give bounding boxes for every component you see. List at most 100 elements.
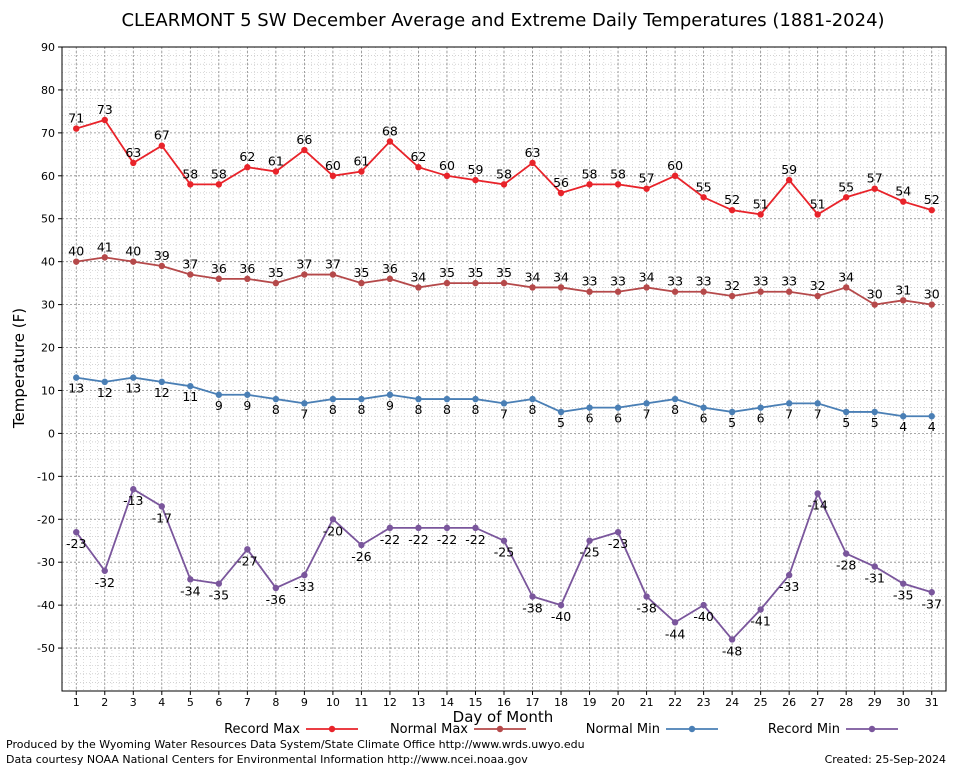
- x-tick-label: 24: [725, 696, 739, 709]
- data-point-record-max: [700, 194, 707, 201]
- legend: Record Max Normal Max Normal Min Record Min: [224, 722, 898, 737]
- data-label-normal-min: 8: [671, 402, 679, 417]
- data-label-normal-min: 8: [329, 402, 337, 417]
- data-point-record-min: [358, 541, 365, 549]
- data-point-record-max: [187, 181, 194, 188]
- data-label-normal-min: 12: [97, 385, 113, 400]
- data-label-normal-max: 31: [895, 282, 911, 297]
- data-label-record-min: -34: [180, 583, 200, 598]
- data-label-normal-max: 40: [68, 244, 84, 259]
- data-point-record-max: [272, 168, 280, 175]
- data-point-record-max: [557, 189, 565, 197]
- data-label-normal-min: 5: [871, 415, 879, 430]
- y-tick-label: 80: [41, 84, 55, 97]
- data-point-record-max: [73, 125, 80, 132]
- data-label-record-min: -35: [209, 588, 229, 603]
- data-point-record-max: [500, 181, 508, 188]
- data-label-record-max: 73: [97, 102, 113, 117]
- y-tick-label: 0: [48, 427, 55, 440]
- data-point-record-min: [700, 601, 707, 609]
- data-label-record-min: -20: [323, 523, 343, 538]
- footer-credit-line-1: Produced by the Wyoming Water Resources …: [6, 738, 585, 751]
- data-point-record-max: [358, 168, 365, 175]
- data-point-normal-max: [728, 292, 736, 300]
- data-label-record-max: 52: [724, 192, 740, 207]
- data-point-normal-max: [472, 279, 479, 287]
- x-tick-label: 9: [301, 696, 308, 709]
- data-label-record-max: 71: [68, 111, 84, 126]
- x-tick-label: 11: [354, 696, 368, 709]
- data-label-record-max: 61: [268, 154, 284, 169]
- data-point-normal-max: [443, 279, 451, 287]
- data-point-record-max: [814, 211, 821, 218]
- data-point-normal-max: [386, 275, 394, 283]
- data-point-normal-min: [301, 400, 308, 407]
- y-tick-label: 10: [41, 384, 55, 397]
- data-point-normal-min: [557, 408, 565, 416]
- data-point-record-min: [158, 503, 166, 510]
- data-label-normal-max: 35: [439, 265, 455, 280]
- data-label-record-max: 57: [639, 171, 655, 186]
- data-label-normal-max: 35: [268, 265, 284, 280]
- x-tick-label: 4: [158, 696, 165, 709]
- data-label-record-min: -31: [864, 570, 884, 585]
- data-label-normal-min: 9: [386, 398, 394, 413]
- data-label-record-min: -13: [123, 493, 143, 508]
- data-point-normal-min: [785, 400, 793, 407]
- x-tick-label: 20: [611, 696, 625, 709]
- data-point-record-min: [215, 580, 223, 587]
- data-point-normal-max: [358, 279, 365, 287]
- data-label-record-min: -35: [893, 588, 913, 603]
- data-point-normal-max: [557, 284, 565, 291]
- data-point-record-max: [158, 142, 166, 149]
- data-point-normal-min: [814, 400, 821, 407]
- y-tick-label: 70: [41, 127, 55, 140]
- data-label-normal-min: 12: [154, 385, 170, 400]
- data-label-record-min: -48: [722, 643, 742, 658]
- x-tick-label: 8: [272, 696, 279, 709]
- data-point-record-min: [842, 550, 850, 557]
- legend-label-record-max: Record Max: [224, 722, 300, 737]
- data-label-normal-max: 32: [810, 278, 826, 293]
- x-tick-label: 12: [383, 696, 397, 709]
- data-point-normal-min: [329, 395, 337, 403]
- data-point-record-min: [586, 537, 593, 544]
- data-point-normal-min: [158, 378, 166, 386]
- data-label-record-max: 51: [753, 196, 769, 211]
- data-label-record-min: -41: [750, 613, 770, 628]
- data-point-normal-max: [158, 262, 166, 270]
- data-point-record-max: [900, 198, 907, 205]
- data-label-record-max: 52: [924, 192, 940, 207]
- data-point-record-min: [728, 636, 736, 643]
- x-tick-label: 27: [811, 696, 825, 709]
- data-label-record-max: 60: [667, 158, 683, 173]
- data-label-record-max: 61: [353, 154, 369, 169]
- data-label-record-min: -22: [408, 532, 428, 547]
- data-point-normal-max: [101, 254, 108, 261]
- series-record-max: 71 73 63 67 58 58 62 61 66 60 61 68 62 60 59 58 63 56 58 58…: [68, 102, 940, 218]
- data-point-record-max: [586, 181, 593, 188]
- data-point-normal-min: [871, 408, 878, 416]
- data-label-record-max: 66: [296, 132, 312, 147]
- data-point-normal-max: [329, 271, 337, 278]
- data-point-normal-min: [358, 395, 365, 403]
- data-label-record-min: -23: [66, 536, 86, 551]
- data-point-normal-max: [272, 279, 280, 287]
- data-label-normal-max: 35: [353, 265, 369, 280]
- data-label-record-min: -23: [608, 536, 628, 551]
- y-tick-label: 90: [41, 41, 55, 54]
- data-label-normal-min: 8: [414, 402, 422, 417]
- data-label-normal-max: 33: [753, 274, 769, 289]
- data-point-normal-min: [900, 413, 907, 420]
- data-point-normal-min: [586, 404, 593, 411]
- grid: [61, 46, 947, 691]
- data-label-record-min: -40: [551, 609, 571, 624]
- data-label-record-max: 58: [211, 166, 227, 181]
- data-point-normal-min: [73, 374, 80, 381]
- data-label-record-max: 56: [553, 175, 569, 190]
- data-label-normal-min: 8: [529, 402, 537, 417]
- data-point-record-min: [272, 584, 280, 592]
- data-point-record-min: [329, 516, 337, 523]
- data-label-normal-min: 6: [700, 411, 708, 426]
